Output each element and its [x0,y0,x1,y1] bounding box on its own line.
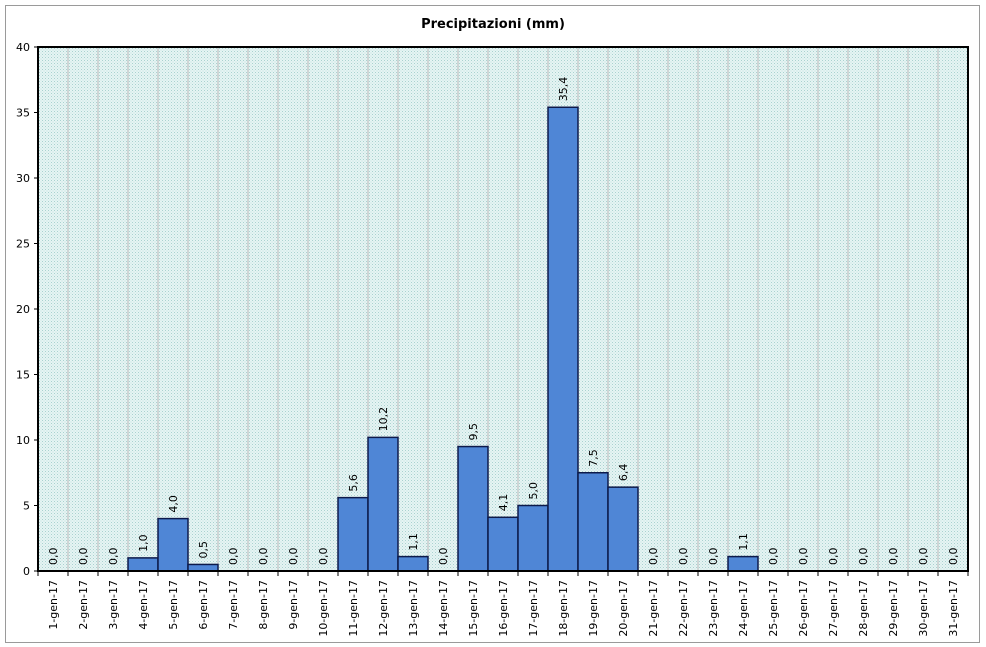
x-tick-label: 30-gen-17 [917,580,930,637]
data-label: 4,1 [497,494,510,512]
data-label: 6,4 [617,464,630,482]
data-label: 0,0 [797,548,810,566]
bar [547,106,579,572]
data-label: 0,0 [227,548,240,566]
data-label: 0,0 [317,548,330,566]
x-tick-label: 21-gen-17 [647,580,660,637]
x-tick-label: 15-gen-17 [467,580,480,637]
x-tick-label: 20-gen-17 [617,580,630,637]
y-tick-label: 40 [16,41,30,54]
bar [487,516,519,572]
x-tick-label: 22-gen-17 [677,580,690,637]
x-tick-label: 13-gen-17 [407,580,420,637]
x-tick-label: 18-gen-17 [557,580,570,637]
x-tick-label: 8-gen-17 [257,580,270,630]
y-tick-label: 15 [16,369,30,382]
x-tick-label: 3-gen-17 [107,580,120,630]
data-label: 0,0 [917,548,930,566]
x-tick-label: 16-gen-17 [497,580,510,637]
x-tick-label: 12-gen-17 [377,580,390,637]
data-label: 0,0 [257,548,270,566]
data-label: 0,0 [827,548,840,566]
data-label: 0,0 [47,548,60,566]
x-tick-label: 4-gen-17 [137,580,150,630]
x-tick-label: 17-gen-17 [527,580,540,637]
x-tick-label: 5-gen-17 [167,580,180,630]
x-tick-label: 9-gen-17 [287,580,300,630]
x-tick-label: 28-gen-17 [857,580,870,637]
data-label: 0,0 [437,548,450,566]
data-label: 0,0 [767,548,780,566]
y-tick-label: 25 [16,238,30,251]
data-label: 10,2 [377,407,390,432]
data-label: 5,0 [527,482,540,500]
data-label: 1,1 [407,533,420,551]
x-tick-label: 1-gen-17 [47,580,60,630]
data-label: 4,0 [167,495,180,513]
data-label: 5,6 [347,474,360,492]
data-label: 0,0 [947,548,960,566]
data-label: 0,0 [677,548,690,566]
chart-title: Precipitazioni (mm) [421,17,565,32]
x-tick-label: 27-gen-17 [827,580,840,637]
x-tick-label: 29-gen-17 [887,580,900,637]
bar [577,472,609,572]
data-label: 0,0 [887,548,900,566]
bar [127,557,159,572]
data-label: 35,4 [557,77,570,102]
plot-area [38,47,968,571]
x-tick-label: 6-gen-17 [197,580,210,630]
bar [727,555,759,572]
bar [517,504,549,572]
data-label: 9,5 [467,423,480,441]
data-label: 0,0 [107,548,120,566]
x-tick-label: 19-gen-17 [587,580,600,637]
data-label: 0,5 [197,541,210,559]
x-tick-label: 26-gen-17 [797,580,810,637]
data-label: 0,0 [77,548,90,566]
data-label: 1,1 [737,533,750,551]
data-label: 0,0 [857,548,870,566]
bar [607,486,639,572]
y-tick-label: 20 [16,303,30,316]
x-tick-label: 10-gen-17 [317,580,330,637]
x-tick-label: 14-gen-17 [437,580,450,637]
x-tick-label: 11-gen-17 [347,580,360,637]
y-tick-label: 30 [16,172,30,185]
y-tick-label: 0 [23,565,30,578]
bar [457,445,489,572]
x-tick-label: 31-gen-17 [947,580,960,637]
x-tick-label: 2-gen-17 [77,580,90,630]
bar [397,555,429,572]
bar [157,517,189,572]
data-label: 7,5 [587,449,600,467]
x-tick-label: 24-gen-17 [737,580,750,637]
data-label: 0,0 [707,548,720,566]
x-tick-label: 7-gen-17 [227,580,240,630]
x-tick-label: 23-gen-17 [707,580,720,637]
y-tick-label: 5 [23,500,30,513]
y-tick-label: 35 [16,107,30,120]
data-label: 1,0 [137,534,150,552]
bar [367,436,399,572]
x-tick-label: 25-gen-17 [767,580,780,637]
y-tick-label: 10 [16,434,30,447]
data-label: 0,0 [287,548,300,566]
data-label: 0,0 [647,548,660,566]
bar [337,496,369,572]
